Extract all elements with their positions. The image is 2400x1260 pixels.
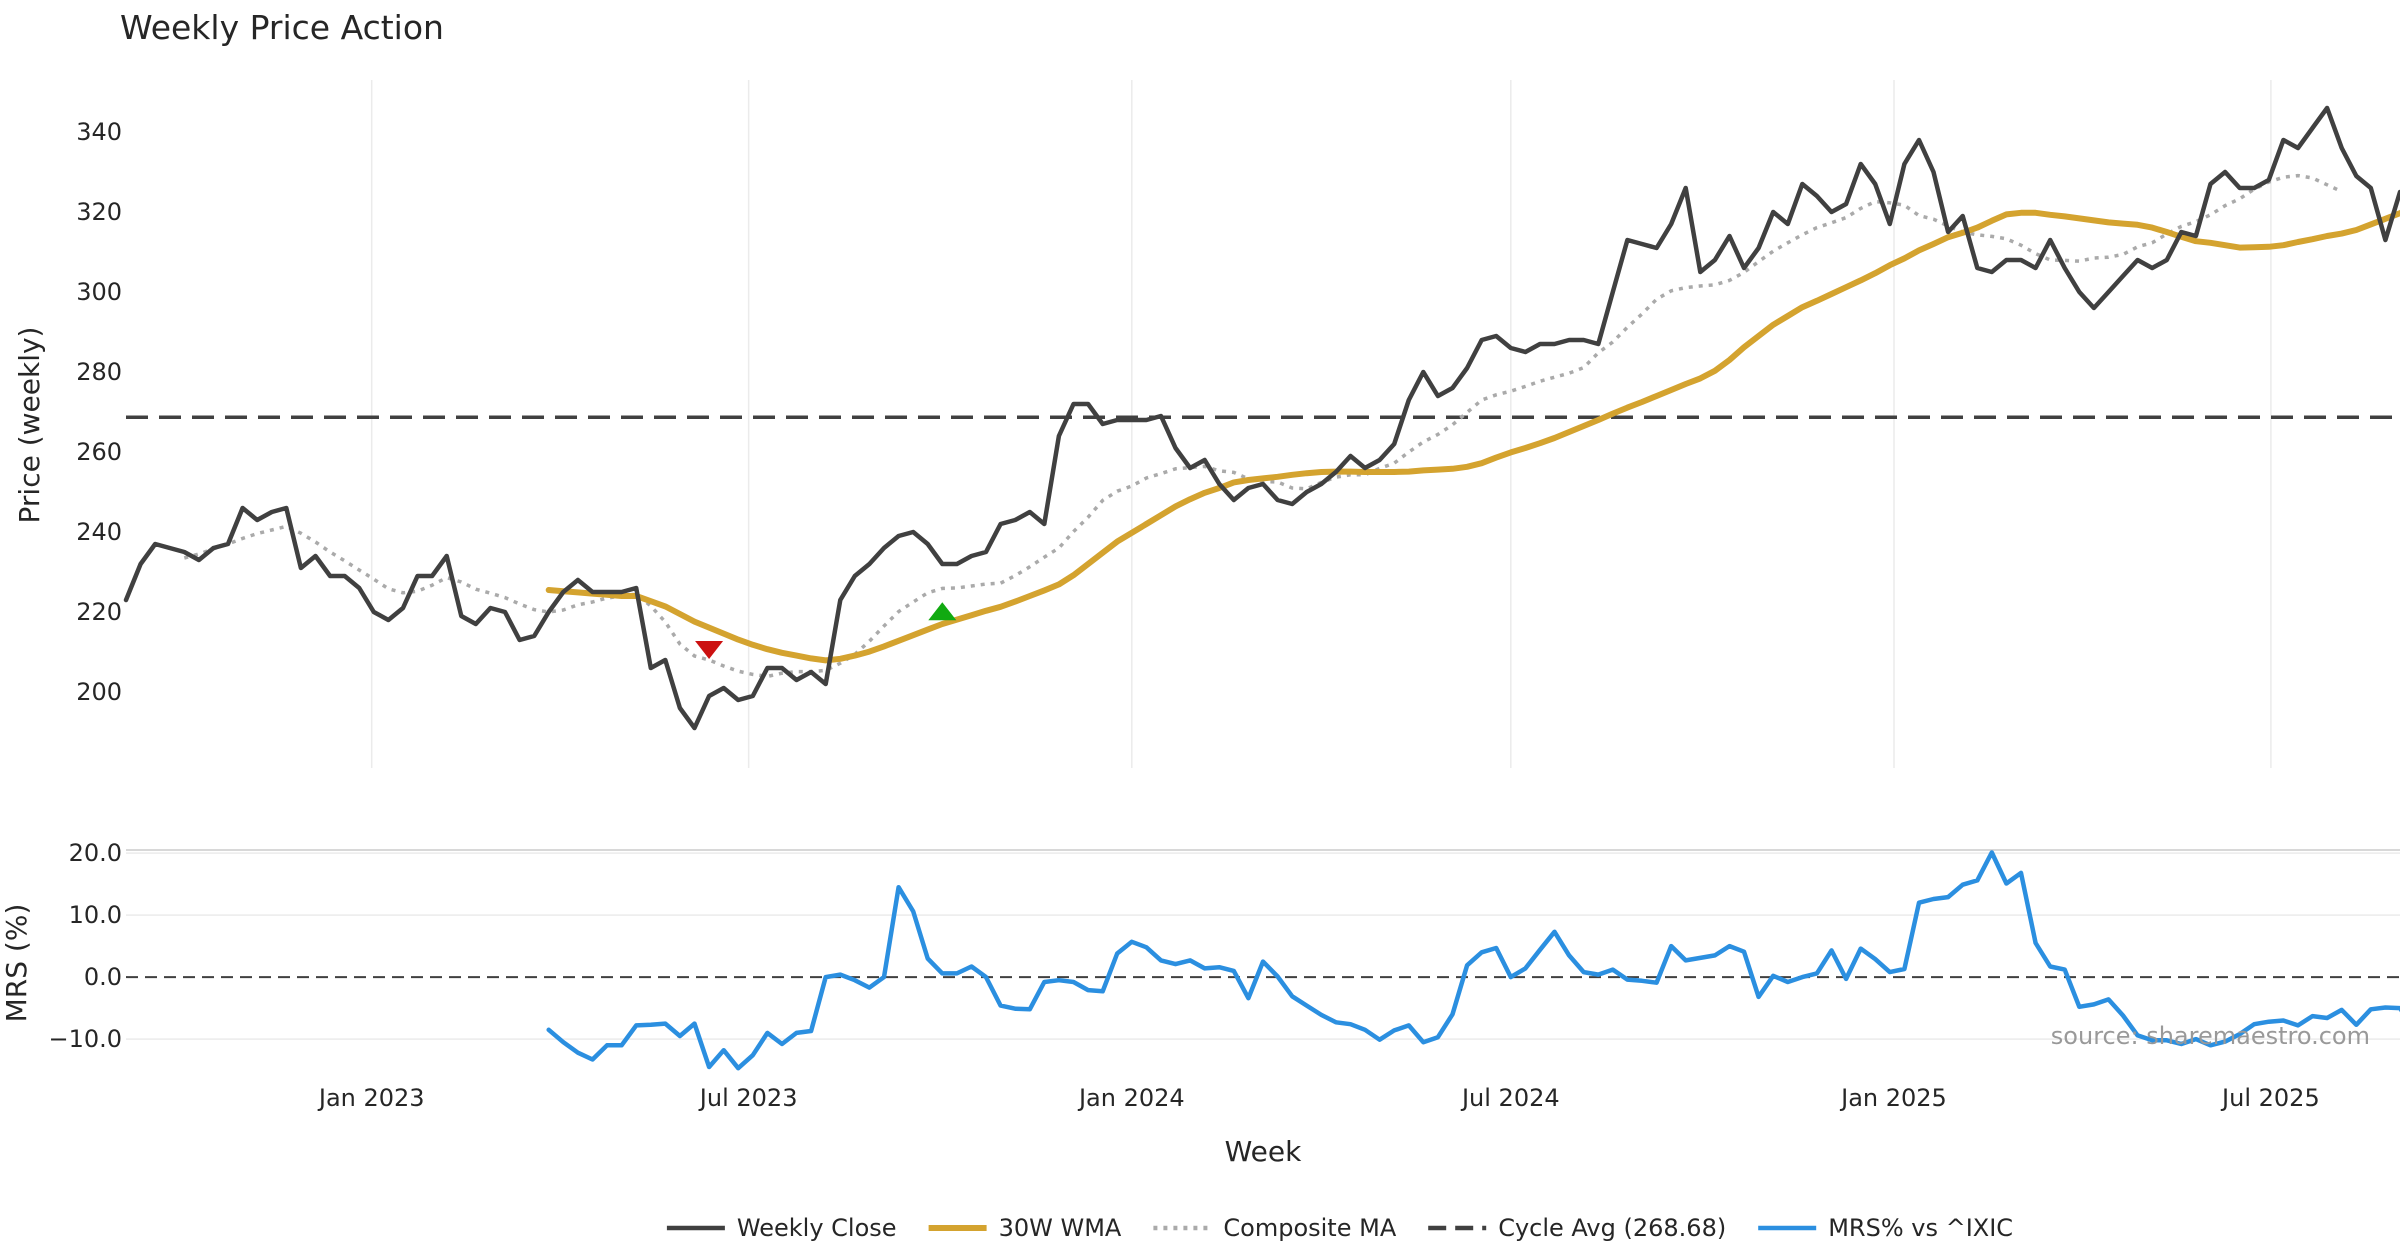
x-tick-label: Jul 2025: [2220, 1084, 2320, 1112]
legend-label: Composite MA: [1223, 1214, 1396, 1242]
legend-label: Cycle Avg (268.68): [1498, 1214, 1726, 1242]
price-gridlines: [370, 80, 2272, 768]
price-ytick-label: 340: [76, 118, 122, 146]
mrs-ytick-label: 10.0: [69, 901, 122, 929]
legend-label: 30W WMA: [999, 1214, 1122, 1242]
price-ytick-label: 280: [76, 358, 122, 386]
weekly-close-line: [123, 105, 2400, 731]
price-ytick-label: 300: [76, 278, 122, 306]
x-tick-label: Jul 2023: [698, 1084, 798, 1112]
mrs-series-group: [546, 850, 2400, 1071]
legend-item-4: MRS% vs ^IXIC: [1758, 1214, 2013, 1242]
x-tick-label: Jan 2024: [1077, 1084, 1185, 1112]
legend-item-2: Composite MA: [1153, 1214, 1397, 1242]
price-ytick-label: 320: [76, 198, 122, 226]
legend-label: MRS% vs ^IXIC: [1828, 1214, 2013, 1242]
mrs-ytick-label: 0.0: [84, 963, 122, 991]
composite-ma-line: [183, 173, 2343, 679]
legend: Weekly Close 30W WMA Composite MA Cycle Avg…: [666, 1214, 2013, 1242]
x-tick-label: Jul 2024: [1460, 1084, 1560, 1112]
sell-signal-marker: [695, 641, 724, 659]
price-ytick-label: 220: [76, 598, 122, 626]
chart-title: Weekly Price Action: [120, 8, 444, 47]
price-y-axis-title: Price (weekly): [13, 327, 46, 524]
mrs-ytick-label: −10.0: [48, 1025, 122, 1053]
price-ytick-label: 260: [76, 438, 122, 466]
legend-item-0: Weekly Close: [666, 1214, 897, 1242]
mrs-y-axis: 20.0 10.0 0.0 −10.0: [48, 839, 122, 1053]
buy-signal-marker: [928, 602, 957, 621]
price-series-group: [123, 105, 2400, 731]
watermark: source: sharemaestro.com: [2051, 1022, 2370, 1050]
legend-label: Weekly Close: [737, 1214, 897, 1242]
mrs-ytick-label: 20.0: [69, 839, 122, 867]
x-axis-title: Week: [1225, 1135, 1302, 1168]
x-axis: Jan 2023 Jul 2023 Jan 2024 Jul 2024 Jan 2025…: [317, 1084, 2320, 1112]
legend-item-1: 30W WMA: [928, 1214, 1122, 1242]
price-y-axis: 200 220 240 260 280 300 320 340: [76, 118, 122, 706]
wma-30w-line: [545, 209, 2400, 664]
legend-item-3: Cycle Avg (268.68): [1428, 1214, 1726, 1242]
mrs-y-axis-title: MRS (%): [0, 904, 33, 1023]
mrs-line: [546, 850, 2400, 1071]
price-ytick-label: 240: [76, 518, 122, 546]
x-tick-label: Jan 2025: [1839, 1084, 1947, 1112]
price-ytick-label: 200: [76, 678, 122, 706]
signal-markers: [695, 602, 957, 659]
mrs-gridlines: [126, 852, 2400, 1040]
x-tick-label: Jan 2023: [317, 1084, 425, 1112]
